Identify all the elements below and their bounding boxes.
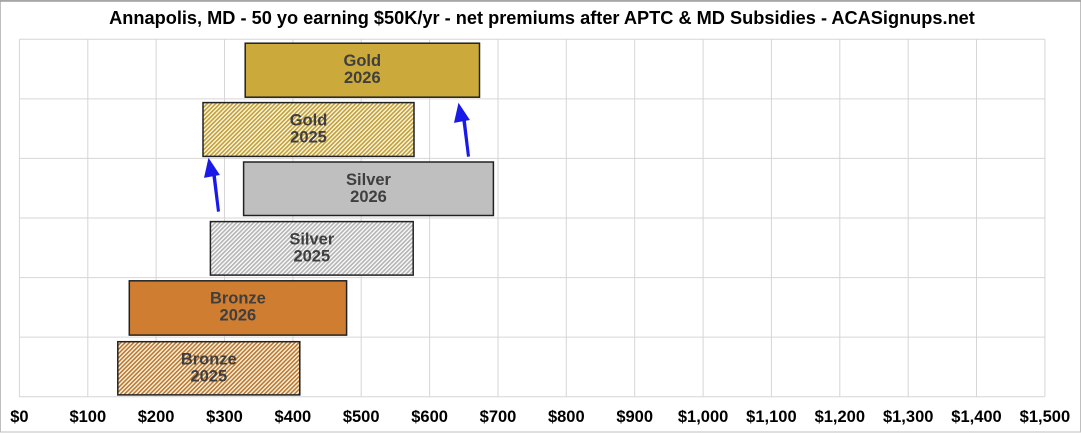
svg-text:$900: $900 bbox=[616, 408, 653, 426]
svg-text:$0: $0 bbox=[10, 408, 28, 426]
svg-text:2025: 2025 bbox=[293, 248, 330, 266]
svg-text:Gold: Gold bbox=[290, 111, 328, 129]
svg-text:Bronze: Bronze bbox=[181, 351, 237, 369]
svg-text:$1,200: $1,200 bbox=[815, 408, 865, 426]
svg-text:Annapolis, MD - 50 yo earning: Annapolis, MD - 50 yo earning $50K/yr - … bbox=[109, 8, 975, 28]
svg-text:$1,300: $1,300 bbox=[883, 408, 933, 426]
svg-text:$700: $700 bbox=[480, 408, 517, 426]
svg-text:$100: $100 bbox=[69, 408, 106, 426]
svg-text:$300: $300 bbox=[206, 408, 243, 426]
svg-text:$400: $400 bbox=[275, 408, 312, 426]
svg-text:2025: 2025 bbox=[190, 368, 227, 386]
svg-text:$1,000: $1,000 bbox=[678, 408, 728, 426]
svg-text:2026: 2026 bbox=[344, 69, 381, 87]
svg-text:$800: $800 bbox=[548, 408, 585, 426]
svg-text:Bronze: Bronze bbox=[210, 290, 266, 308]
svg-text:Silver: Silver bbox=[289, 230, 335, 248]
svg-text:2026: 2026 bbox=[220, 307, 257, 325]
svg-text:$500: $500 bbox=[343, 408, 380, 426]
svg-text:$1,500: $1,500 bbox=[1020, 408, 1070, 426]
svg-text:Gold: Gold bbox=[344, 52, 382, 70]
svg-text:$1,400: $1,400 bbox=[951, 408, 1001, 426]
svg-text:$1,100: $1,100 bbox=[746, 408, 796, 426]
svg-text:2026: 2026 bbox=[350, 188, 387, 206]
svg-text:Silver: Silver bbox=[346, 171, 392, 189]
svg-text:$200: $200 bbox=[138, 408, 175, 426]
svg-text:$600: $600 bbox=[411, 408, 448, 426]
svg-text:2025: 2025 bbox=[290, 129, 327, 147]
